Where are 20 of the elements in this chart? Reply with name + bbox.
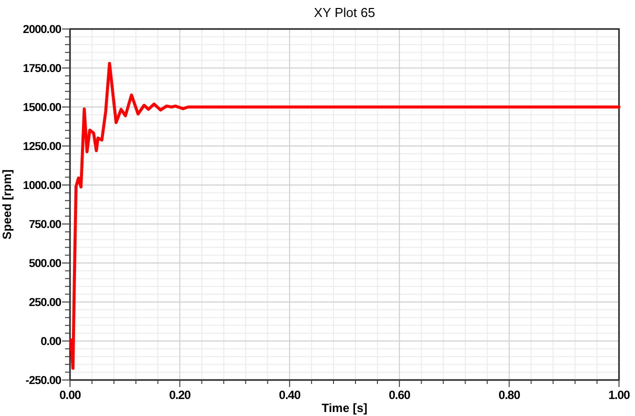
x-tick-label: 0.20 — [169, 388, 192, 402]
y-tick-label: 1750.00 — [22, 63, 62, 76]
x-tick-label: 0.80 — [498, 388, 521, 402]
x-tick-label: 0.40 — [278, 388, 302, 402]
y-tick-label: -250.00 — [25, 375, 62, 388]
x-tick-label: 1.00 — [608, 388, 630, 402]
x-tick-label: 0.60 — [388, 388, 411, 402]
x-tick-label: 0.00 — [59, 388, 82, 402]
y-axis-title: Speed [rpm] — [0, 169, 14, 240]
chart-title: XY Plot 65 — [314, 5, 376, 20]
line-series — [70, 62, 620, 370]
x-axis-title: Time [s] — [322, 401, 368, 415]
y-tick-label: 1000.00 — [22, 180, 62, 192]
y-tick-label: 250.00 — [28, 297, 62, 310]
y-tick-label: 1250.00 — [22, 141, 62, 154]
y-tick-label: 2000.00 — [22, 24, 62, 36]
y-tick-label: 750.00 — [28, 219, 62, 232]
y-tick-label: 0.00 — [40, 336, 62, 348]
y-tick-label: 1500.00 — [22, 102, 62, 114]
y-tick-label: 500.00 — [28, 258, 62, 270]
